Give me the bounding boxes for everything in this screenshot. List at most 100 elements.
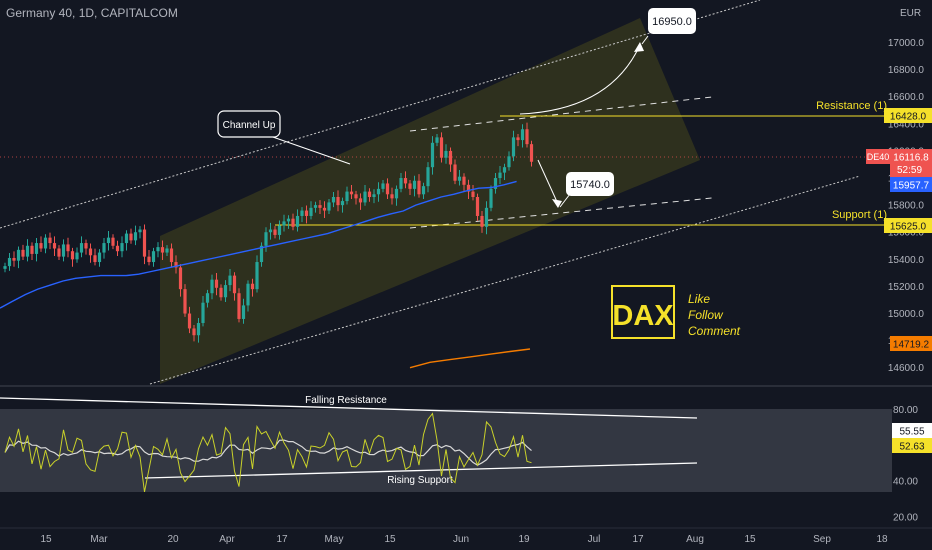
candle: [466, 184, 471, 192]
candles-group: [3, 122, 534, 343]
candle: [358, 198, 363, 203]
candle: [264, 232, 268, 246]
time-tick-label: Mar: [90, 534, 108, 545]
candle: [93, 255, 97, 263]
time-tick-label: 20: [167, 534, 179, 545]
candle: [516, 137, 520, 141]
candle: [349, 191, 354, 195]
price-tick-label: 15800.0: [888, 201, 925, 212]
price-axis[interactable]: 17000.016800.016600.016400.016200.016000…: [888, 38, 925, 374]
price-tick-label: 15000.0: [888, 309, 925, 320]
rsi-badge-2-text: 52.63: [899, 442, 924, 453]
candle: [471, 191, 475, 197]
promo-comment: Comment: [688, 324, 741, 338]
candle: [30, 245, 34, 254]
price-tick-label: 16600.0: [888, 92, 925, 103]
candle: [381, 183, 385, 189]
support-badge-text: 15625.0: [890, 222, 927, 233]
candle: [277, 225, 282, 235]
rsi-badge-2: [892, 438, 932, 453]
bearish-arrow: [537, 159, 559, 205]
rsi-average-line: [4, 439, 532, 466]
candle: [183, 289, 187, 314]
candle: [372, 194, 376, 197]
candle: [52, 243, 57, 249]
symbol-badge: [866, 149, 890, 164]
resistance-badge-text: 16428.0: [890, 112, 927, 123]
candle: [511, 137, 516, 157]
ma-badge-text: 15957.7: [893, 181, 930, 192]
candle: [525, 129, 529, 145]
candle: [475, 197, 480, 216]
candle: [79, 243, 84, 253]
promo-follow: Follow: [688, 308, 724, 322]
candle: [232, 275, 237, 294]
currency-label: EUR: [900, 8, 921, 19]
candle: [43, 237, 48, 249]
time-tick-label: 15: [40, 534, 52, 545]
price-tick-label: 15200.0: [888, 282, 925, 293]
candle: [205, 293, 210, 303]
callout-pointer-up: [641, 35, 649, 45]
candle: [246, 283, 250, 306]
falling-resistance-label: Falling Resistance: [305, 395, 387, 406]
candle: [435, 137, 439, 143]
candle: [417, 180, 421, 195]
candle: [309, 207, 313, 216]
candle: [385, 183, 390, 195]
time-tick-label: 17: [276, 534, 288, 545]
callout-pointer-down: [559, 193, 571, 208]
ma2-badge-text: 14719.2: [893, 340, 930, 351]
candle: [111, 237, 115, 246]
candle: [16, 249, 21, 261]
rising-support-label: Rising Support: [387, 475, 453, 486]
candle: [426, 167, 430, 187]
time-axis[interactable]: 15 Mar 20 Apr 17 May 15 Jun 19 Jul 17 Aug 15 Sep 18: [40, 534, 888, 545]
dax-logo-box: [611, 285, 675, 339]
candle: [462, 176, 466, 185]
candle: [48, 237, 52, 244]
last-price-badge: [890, 149, 932, 177]
candle: [21, 249, 25, 257]
support-badge: [884, 218, 932, 233]
candle: [66, 244, 70, 252]
candle: [169, 248, 174, 263]
candle: [259, 245, 264, 263]
candle: [97, 252, 102, 263]
candle: [390, 194, 394, 199]
channel-label-box[interactable]: [217, 110, 281, 138]
target-up-box[interactable]: [648, 8, 696, 34]
chart-title: Germany 40, 1D, CAPITALCOM: [6, 6, 178, 20]
candle: [313, 205, 318, 208]
candle: [286, 218, 291, 222]
candle: [210, 279, 214, 294]
price-tick-label: 14600.0: [888, 363, 925, 374]
candle: [133, 232, 138, 241]
target-up-label: 16950.0: [652, 16, 692, 28]
candle: [201, 302, 205, 324]
candle: [12, 257, 16, 261]
candle: [120, 243, 124, 252]
countdown-text: 52:59: [897, 165, 922, 176]
candle: [151, 251, 156, 263]
candle: [7, 257, 12, 267]
candle: [421, 186, 426, 195]
candle: [520, 129, 525, 141]
candle: [147, 256, 151, 263]
candle: [138, 229, 142, 233]
candle: [327, 202, 331, 211]
candle: [124, 233, 129, 244]
candle: [376, 188, 381, 195]
candle: [142, 229, 147, 257]
target-down-box[interactable]: [566, 172, 614, 196]
candle: [367, 191, 372, 197]
ma2-badge: [890, 336, 932, 351]
candle: [192, 328, 196, 336]
candle: [340, 201, 345, 206]
candle: [322, 207, 327, 211]
time-tick-label: May: [325, 534, 344, 545]
last-price-text: 16116.8: [893, 153, 929, 164]
candle: [363, 191, 367, 203]
